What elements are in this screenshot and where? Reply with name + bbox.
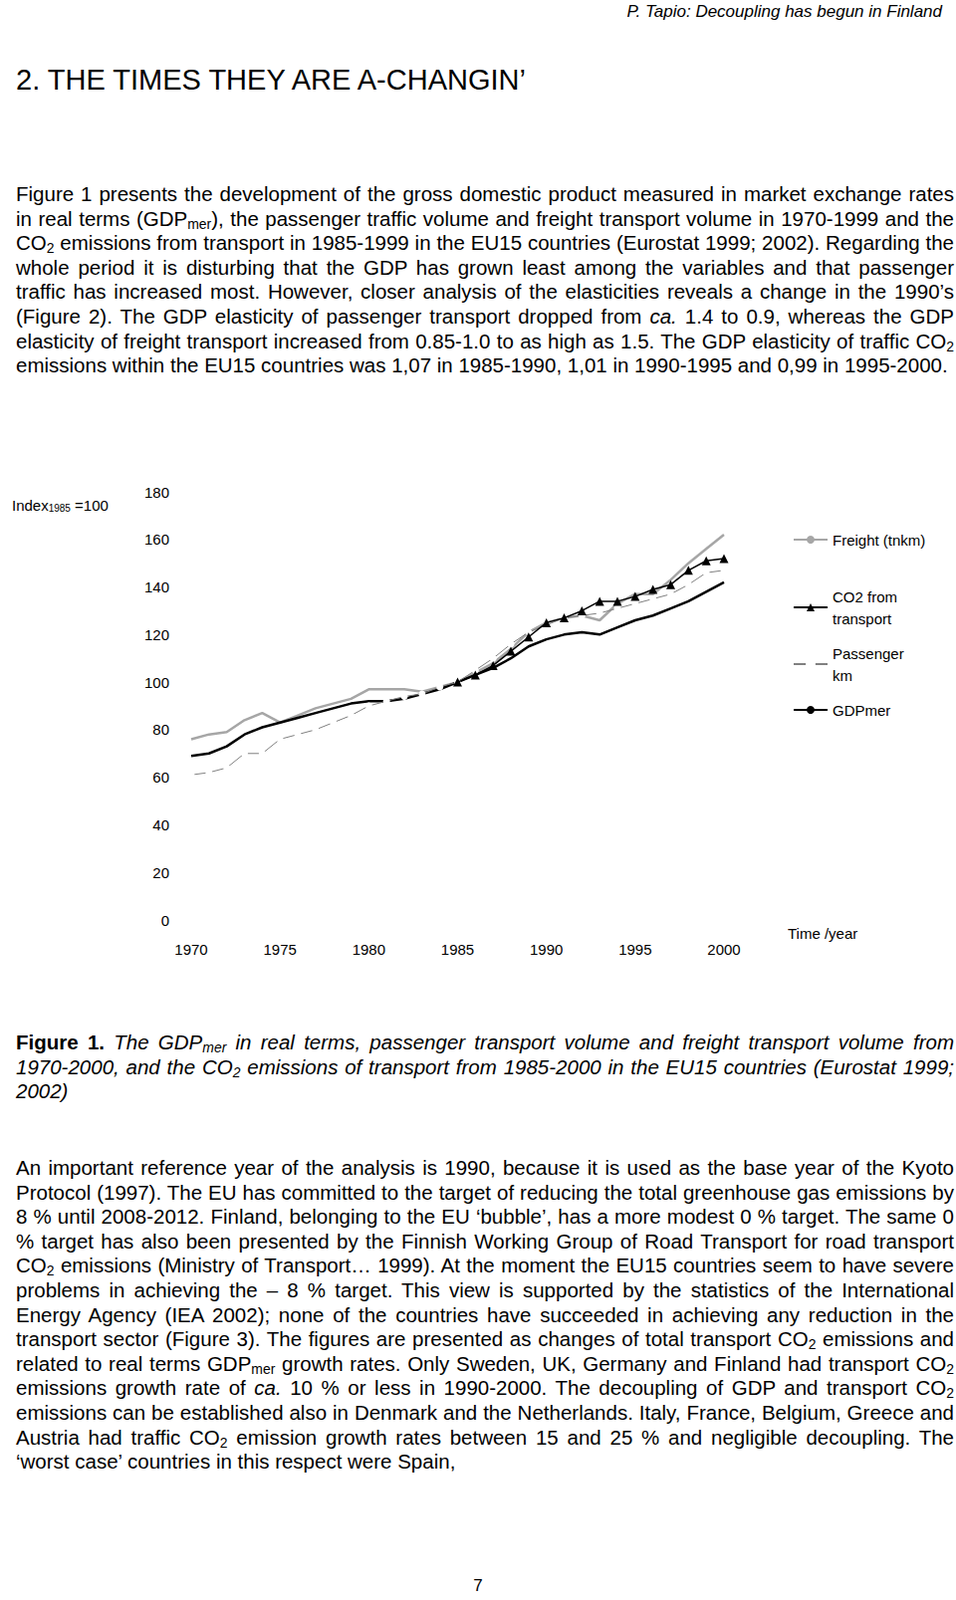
- svg-text:20: 20: [152, 864, 170, 882]
- svg-text:120: 120: [144, 626, 170, 644]
- svg-text:1970: 1970: [174, 941, 208, 958]
- html-text:emissions can be established a: emissions can be established also in Den…: [15, 1401, 955, 1473]
- svg-text:80: 80: [152, 720, 170, 738]
- html-text:2. THE TIMES THEY ARE A-CHANGI: 2. THE TIMES THEY ARE A-CHANGIN’: [15, 63, 526, 96]
- svg-text:1980: 1980: [352, 941, 386, 958]
- svg-text:2000: 2000: [707, 941, 740, 958]
- svg-text:40: 40: [152, 816, 170, 834]
- svg-text:Passenger: Passenger: [832, 645, 909, 663]
- html-text:P. Tapio: Decoupling has begun: P. Tapio: Decoupling has begun in Finlan…: [626, 1, 943, 21]
- svg-text:Freight (tnkm): Freight (tnkm): [832, 531, 926, 549]
- html-text:Figure 1 presents the developm: Figure 1 presents the development of the…: [15, 182, 955, 355]
- svg-text:180: 180: [144, 483, 170, 501]
- svg-text:160: 160: [144, 530, 170, 548]
- svg-text:Index: Index: [11, 496, 49, 514]
- svg-text:1990: 1990: [529, 941, 563, 958]
- svg-text:=100: =100: [70, 496, 109, 514]
- svg-text:140: 140: [144, 578, 170, 596]
- svg-text:Time /year: Time /year: [787, 925, 858, 943]
- svg-text:CO2 from: CO2 from: [832, 588, 902, 606]
- svg-text:0: 0: [161, 912, 170, 930]
- svg-text:100: 100: [144, 674, 170, 692]
- html-text:Figure 1. The GDPmerin real te: Figure 1. The GDPmerin real terms, passe…: [15, 1030, 955, 1103]
- html-text:An important reference year of: An important reference year of the analy…: [15, 1156, 955, 1378]
- svg-text:1995: 1995: [618, 941, 652, 958]
- html-text:emissions within the EU15 coun: emissions within the EU15 countries was …: [15, 353, 948, 377]
- svg-text:transport: transport: [832, 610, 893, 628]
- svg-text:km: km: [832, 667, 853, 685]
- svg-text:GDPmer: GDPmer: [832, 702, 891, 719]
- html-text:emissions growth rate of ca. 1: emissions growth rate of ca. 10 % or les…: [15, 1376, 955, 1402]
- svg-text:1985: 1985: [441, 941, 475, 958]
- svg-text:60: 60: [152, 768, 170, 786]
- svg-text:1975: 1975: [262, 941, 296, 958]
- svg-text:1985: 1985: [48, 502, 72, 514]
- html-text:7: 7: [473, 1576, 483, 1596]
